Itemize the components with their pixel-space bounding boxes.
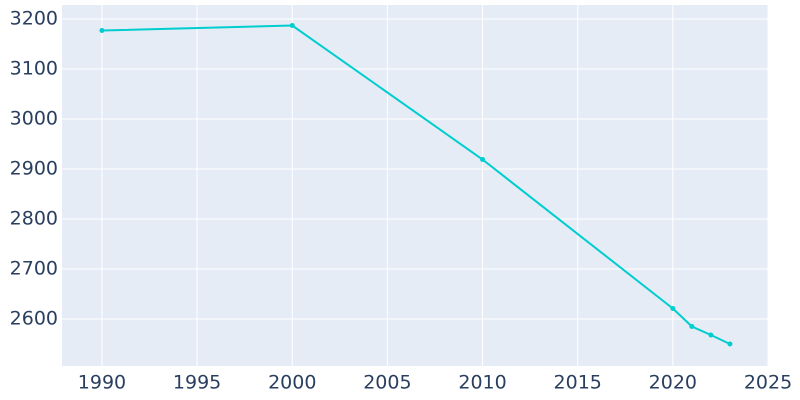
y-tick-label: 2800 bbox=[10, 208, 58, 230]
x-tick-label: 2005 bbox=[363, 372, 411, 394]
x-tick-label: 1990 bbox=[78, 372, 126, 394]
point bbox=[670, 306, 676, 311]
y-tick-label: 2700 bbox=[10, 258, 58, 280]
x-tick-label: 2020 bbox=[649, 372, 697, 394]
point bbox=[708, 332, 714, 338]
y-tick-label: 3100 bbox=[10, 58, 58, 80]
point bbox=[289, 23, 295, 28]
x-tick-label: 2000 bbox=[268, 372, 316, 394]
x-tick-label: 1995 bbox=[173, 372, 221, 394]
y-tick-label: 3000 bbox=[10, 108, 58, 130]
plot-area bbox=[62, 5, 768, 366]
y-tick-label: 2900 bbox=[10, 158, 58, 180]
x-tick-label: 2015 bbox=[554, 372, 602, 394]
x-tick-label: 2010 bbox=[458, 372, 506, 394]
point bbox=[480, 157, 486, 162]
point bbox=[689, 324, 695, 329]
x-tick-label: 2025 bbox=[744, 372, 792, 394]
y-tick-label: 2600 bbox=[10, 308, 58, 330]
point bbox=[99, 28, 105, 33]
point bbox=[727, 341, 733, 347]
y-tick-label: 3200 bbox=[10, 8, 58, 30]
